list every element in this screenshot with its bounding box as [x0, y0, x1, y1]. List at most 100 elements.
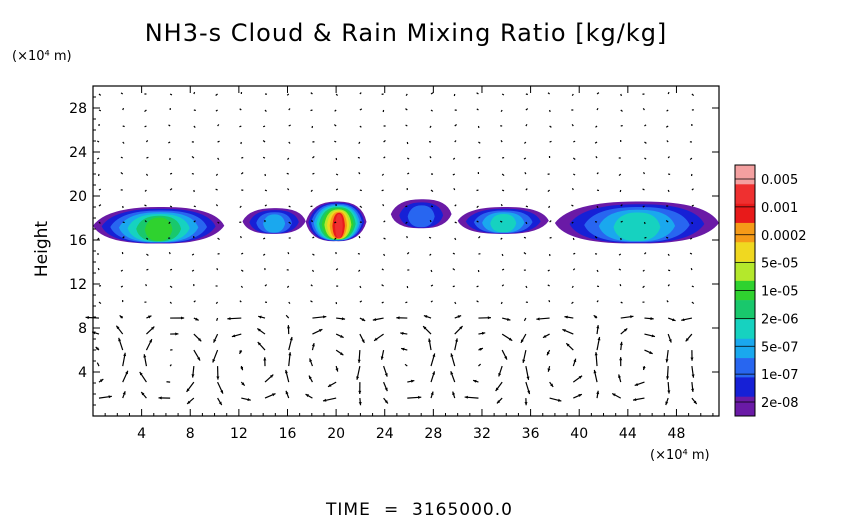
wind-arrow-shaft [501, 189, 505, 192]
wind-arrow-shaft [596, 172, 599, 175]
wind-arrow-head [335, 368, 339, 372]
wind-arrow-head [141, 391, 145, 396]
wind-arrow [288, 141, 291, 144]
wind-arrow-shaft [120, 285, 124, 288]
wind-arrow [430, 92, 434, 95]
wind-arrow [383, 381, 388, 392]
wind-arrow-shaft [666, 236, 669, 239]
wind-arrow [620, 327, 628, 335]
wind-arrow [359, 333, 365, 344]
wind-arrow-shaft [288, 205, 291, 208]
wind-arrow [542, 333, 550, 339]
wind-arrow-head [672, 318, 676, 322]
wind-arrow [191, 156, 195, 159]
wind-arrow-shaft [430, 300, 433, 303]
wind-arrow-shaft [405, 108, 408, 111]
wind-arrow-shaft [217, 124, 220, 127]
wind-arrow [145, 173, 149, 176]
wind-arrow-shaft [216, 317, 219, 321]
wind-arrow [430, 391, 434, 399]
wind-arrow [549, 397, 562, 402]
wind-arrow [406, 235, 408, 239]
wind-arrow [407, 172, 410, 175]
wind-arrow-shaft [169, 93, 173, 96]
wind-arrow [690, 350, 694, 361]
wind-arrow [359, 189, 362, 192]
wind-arrow-head [400, 331, 404, 335]
wind-arrow [478, 347, 484, 351]
wind-arrow [144, 220, 147, 223]
wind-arrow [594, 236, 598, 239]
wind-arrow-shaft [454, 204, 457, 207]
wind-arrow-shaft [193, 125, 196, 128]
x-tick-label: 12 [230, 426, 248, 442]
wind-arrow-head [358, 390, 362, 394]
wind-arrow-head [504, 356, 507, 360]
wind-arrow [642, 205, 645, 208]
wind-arrow-shaft [595, 125, 598, 128]
wind-arrow-shaft [383, 140, 386, 143]
colorbar-segment [735, 300, 755, 320]
wind-arrow-shaft [523, 157, 527, 160]
x-tick-label: 36 [522, 426, 540, 442]
wind-arrow [193, 205, 196, 208]
wind-arrow-head [119, 315, 124, 319]
wind-arrow [334, 221, 337, 224]
wind-arrow-head [593, 315, 598, 319]
wind-arrow-shaft [549, 125, 552, 128]
wind-arrow [548, 299, 551, 303]
wind-arrow-head [666, 376, 670, 380]
cloud-layer [93, 206, 225, 244]
wind-arrow [524, 141, 527, 144]
wind-arrow [618, 374, 622, 383]
wind-arrow [501, 333, 513, 342]
wind-arrow-head [151, 326, 155, 330]
x-tick-label: 28 [424, 426, 442, 442]
wind-arrow [327, 381, 337, 388]
wind-arrow-shaft [690, 267, 693, 271]
wind-arrow-shaft [262, 156, 266, 159]
wind-arrow-shaft [594, 141, 598, 144]
wind-arrow-shaft [644, 236, 647, 239]
wind-arrow [169, 364, 172, 367]
x-tick-label: 8 [186, 426, 195, 442]
wind-arrow [547, 269, 550, 272]
wind-arrow-shaft [620, 220, 623, 223]
wind-arrow [381, 189, 384, 192]
wind-arrow-head [665, 359, 669, 363]
wind-arrow-shaft [549, 140, 552, 143]
wind-arrow-head [557, 398, 562, 402]
wind-arrow-shaft [262, 253, 266, 256]
y-tick-label: 28 [69, 101, 87, 117]
wind-arrow-shaft [667, 189, 670, 193]
wind-arrow-head [550, 383, 554, 387]
x-tick-label: 16 [279, 426, 297, 442]
wind-arrow-shaft [500, 220, 503, 223]
wind-arrow-head [524, 402, 528, 406]
wind-arrow-shaft [288, 221, 292, 225]
wind-arrow-shaft [96, 362, 100, 367]
wind-arrow [239, 205, 242, 208]
wind-arrow [430, 205, 434, 208]
wind-arrow-head [464, 395, 468, 399]
wind-arrow [335, 268, 339, 271]
colorbar-label: 0.0002 [761, 229, 807, 244]
wind-arrow [666, 109, 669, 112]
wind-arrow [619, 189, 622, 193]
wind-arrow-head [108, 395, 112, 399]
wind-arrow-shaft [193, 205, 196, 208]
wind-arrow-head [186, 388, 190, 392]
wind-arrow [120, 285, 124, 288]
wind-arrow [689, 237, 693, 240]
y-tick-label: 8 [78, 321, 87, 337]
wind-arrow-shaft [452, 285, 455, 288]
wind-arrow-shaft [619, 189, 622, 193]
wind-arrow-shaft [335, 188, 339, 191]
wind-arrow-shaft [239, 235, 242, 239]
wind-arrow [549, 109, 551, 113]
y-axis-unit: (×10⁴ m) [12, 49, 72, 64]
wind-arrow-shaft [98, 188, 102, 191]
wind-arrow [264, 284, 268, 287]
wind-arrow-shaft [359, 92, 362, 95]
wind-arrow-shaft [381, 284, 384, 287]
